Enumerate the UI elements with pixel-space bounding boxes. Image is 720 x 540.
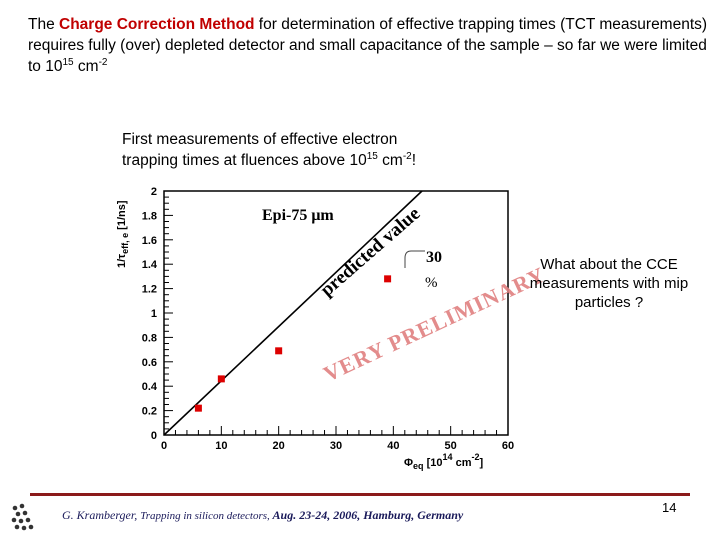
y-tick-label: 1.6: [142, 235, 157, 247]
x-tick-label: 0: [161, 440, 167, 452]
data-point: [194, 404, 202, 412]
y-tick-label: 1.2: [142, 284, 157, 296]
axis-ticks: [163, 190, 509, 436]
data-markers: [194, 275, 392, 412]
percent-bracket: [404, 250, 425, 268]
y-tick-label: 1.8: [142, 210, 157, 222]
x-axis-symbol: Φ: [404, 457, 413, 469]
y-tick-label: 0: [151, 430, 157, 442]
side-note: What about the CCE measurements with mip…: [529, 256, 689, 311]
y-tick-label: 0.2: [142, 406, 157, 418]
x-axis-label: Φeq [1014 cm-2]: [404, 452, 484, 471]
y-tick-label: 1.4: [142, 259, 158, 271]
intro-unit: cm: [73, 58, 99, 75]
y-axis-unit: [1/ns]: [116, 200, 128, 233]
page-number: 14: [662, 500, 677, 515]
x-axis-unit-c: ]: [480, 457, 484, 469]
x-axis-unit-exp2: -2: [472, 452, 480, 462]
y-tick-label: 2: [151, 186, 157, 198]
subhead-suffix: !: [411, 152, 417, 169]
percent-value: 30: [426, 249, 442, 266]
subhead-line2: trapping times at fluences above 10: [122, 152, 367, 169]
x-tick-label: 50: [445, 440, 457, 452]
method-highlight: Charge Correction Method: [59, 16, 255, 33]
subhead-unit: cm: [377, 152, 403, 169]
footer-conference: Aug. 23-24, 2006, Hamburg, Germany: [272, 508, 464, 522]
x-axis-unit-b: cm: [453, 457, 472, 469]
data-point: [275, 347, 283, 355]
intro-before: The: [28, 16, 60, 33]
intro-text: The Charge Correction Method for determi…: [28, 14, 708, 77]
footer-author: G. Kramberger,: [62, 508, 141, 522]
sample-label: Epi-75 μm: [262, 207, 334, 224]
footer-rule: [30, 493, 690, 496]
x-axis-unit-exp: 14: [443, 452, 453, 462]
footer-topic: Trapping in silicon detectors,: [140, 510, 273, 522]
footer-citation: G. Kramberger, Trapping in silicon detec…: [62, 508, 463, 523]
intro-after: for determination of effective trapping …: [28, 16, 708, 75]
subhead-exponent: 15: [366, 150, 378, 162]
x-tick-label: 20: [273, 440, 285, 452]
x-tick-label: 10: [215, 440, 227, 452]
y-axis-prefix: 1/τ: [116, 254, 128, 268]
data-point: [217, 375, 225, 383]
subheading: First measurements of effective electron…: [122, 129, 522, 171]
x-tick-label: 40: [387, 440, 399, 452]
x-axis-sub: eq: [413, 461, 424, 471]
x-tick-label: 30: [330, 440, 342, 452]
x-tick-label: 60: [502, 440, 514, 452]
y-tick-label: 0.8: [142, 332, 157, 344]
subhead-line1: First measurements of effective electron: [122, 131, 398, 148]
intro-unit-exponent: -2: [98, 56, 108, 68]
y-axis-label: 1/τeff, e [1/ns]: [116, 200, 130, 268]
x-axis-unit-a: [10: [424, 457, 443, 469]
institute-logo: [11, 503, 34, 531]
y-axis-sub: eff, e: [120, 233, 130, 254]
intro-exponent: 15: [62, 56, 74, 68]
percent-sign: %: [425, 275, 438, 291]
predicted-value-line: [163, 190, 423, 436]
subhead-unit-exponent: -2: [402, 150, 412, 162]
data-point: [384, 275, 392, 283]
axis-tick-labels: 0 10 20 30 40 50 60 0 0.2 0.4 0.6 0.8 1 1.2 1.4 1.6 1.8 2: [142, 186, 514, 452]
y-tick-label: 0.6: [142, 357, 157, 369]
y-tick-label: 1: [151, 308, 157, 320]
y-tick-label: 0.4: [142, 381, 158, 393]
